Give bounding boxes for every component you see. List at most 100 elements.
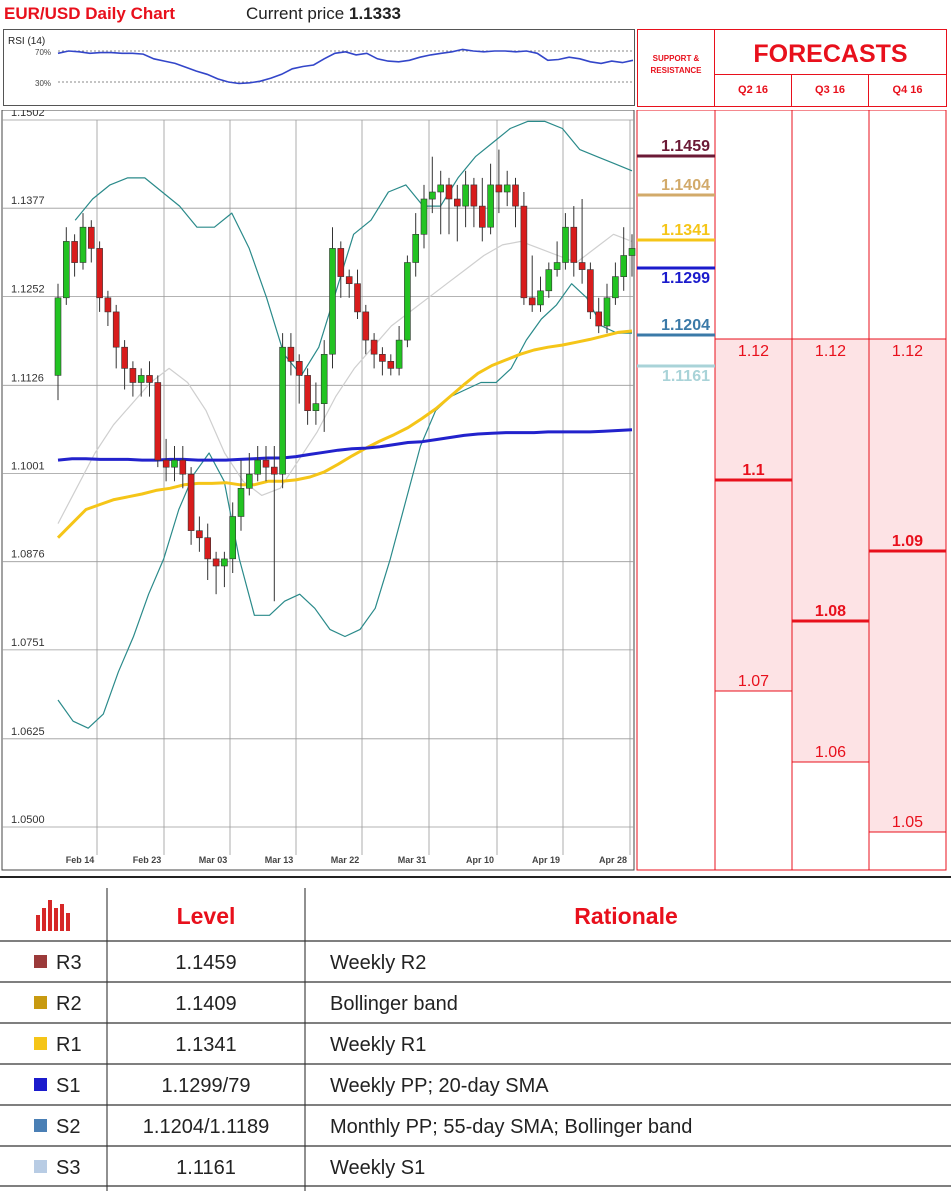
bear-candle (445, 184, 453, 200)
bull-candle (620, 255, 628, 278)
bear-candle (196, 530, 203, 539)
bear-candle (204, 537, 211, 560)
bull-candle (553, 262, 561, 270)
header-rationale: Rationale (574, 903, 678, 929)
bull-candle (237, 487, 245, 517)
sr-level-label: 1.1204 (661, 317, 710, 334)
bear-candle (104, 297, 112, 313)
rsi-panel: RSI (14) 70% 30% (3, 29, 635, 106)
bull-candle (487, 184, 494, 228)
bar-chart-icon (36, 900, 70, 931)
bear-candle (495, 184, 503, 193)
bear-candle (146, 375, 153, 383)
y-tick-label: 1.0625 (11, 726, 45, 738)
row-rationale: Weekly PP; 20-day SMA (330, 1075, 549, 1097)
row-name: S2 (56, 1116, 80, 1138)
forecast-range (715, 339, 792, 691)
x-tick-label: Apr 10 (466, 855, 494, 865)
forecast-high-label: 1.12 (738, 343, 769, 360)
bull-candle (320, 354, 328, 405)
bear-candle (512, 184, 519, 207)
forecast-low-label: 1.07 (738, 673, 769, 690)
bear-candle (478, 205, 486, 228)
bull-candle (279, 346, 286, 475)
price-chart: 1.1502 1.1377 1.1252 1.1126 1.1001 1.0876 1.07… (1, 110, 947, 871)
bull-candle (312, 403, 320, 412)
x-tick-label: Mar 03 (199, 855, 228, 865)
header-level: Level (177, 903, 236, 929)
current-price: Current price 1.1333 (246, 4, 401, 24)
bear-candle (379, 354, 386, 362)
bear-candle (287, 346, 295, 362)
forecast-median-label: 1.09 (892, 533, 923, 550)
bull-candle (54, 297, 62, 376)
bear-candle (587, 269, 594, 313)
bull-candle (221, 558, 228, 567)
bear-candle (362, 311, 370, 341)
forecast-median-label: 1.08 (815, 603, 846, 620)
bull-candle (412, 234, 420, 263)
row-color-swatch (34, 955, 47, 968)
y-tick-label: 1.0751 (11, 637, 45, 649)
bear-candle (528, 297, 536, 306)
sr-level-label: 1.1459 (661, 138, 710, 155)
y-tick-label: 1.1126 (11, 372, 44, 384)
row-color-swatch (34, 1078, 47, 1091)
bear-candle (387, 361, 395, 369)
bear-candle (71, 241, 78, 263)
x-tick-label: Feb 14 (66, 855, 95, 865)
bull-candle (229, 516, 236, 560)
bull-candle (329, 248, 336, 355)
bear-candle (187, 473, 195, 531)
bear-candle (154, 382, 162, 461)
sr-level-label: 1.1404 (661, 177, 710, 194)
sr-column (636, 110, 716, 871)
bear-candle (179, 459, 187, 475)
y-tick-label: 1.1502 (11, 110, 45, 119)
forecast-low-label: 1.06 (815, 744, 846, 761)
bear-candle (129, 368, 137, 383)
row-color-swatch (34, 996, 47, 1009)
row-level: 1.1459 (175, 952, 236, 974)
chart-title: EUR/USD Daily Chart (4, 4, 175, 23)
row-rationale: Bollinger band (330, 993, 458, 1015)
bear-candle (578, 262, 586, 270)
row-rationale: Weekly R2 (330, 952, 426, 974)
bull-candle (246, 473, 253, 489)
row-name: R3 (56, 952, 82, 974)
bull-candle (395, 339, 403, 369)
y-tick-label: 1.0876 (11, 549, 45, 561)
bull-candle (545, 269, 553, 292)
bear-candle (370, 339, 378, 355)
bear-candle (520, 205, 528, 299)
forecast-range (792, 339, 869, 762)
bear-candle (470, 184, 478, 207)
rsi-frame (3, 29, 635, 106)
bear-candle (337, 248, 345, 277)
forecast-range (869, 339, 946, 832)
rsi-title: RSI (14) (8, 36, 45, 47)
levels-table: Level Rationale R3 1.1459 Weekly R2 R2 1.140… (0, 876, 951, 1191)
row-name: S1 (56, 1075, 80, 1097)
forecasts-heading: FORECASTS (715, 30, 946, 75)
quarter-q2: Q2 16 (715, 75, 792, 106)
bull-candle (537, 290, 544, 306)
quarter-q3: Q3 16 (792, 75, 869, 106)
bull-candle (171, 459, 178, 468)
sr-header-cell: SUPPORT & RESISTANCE (638, 30, 715, 106)
quarter-q4: Q4 16 (892, 84, 923, 96)
sma20-line (57, 233, 633, 524)
sr-level-label: 1.1161 (662, 368, 710, 385)
row-level: 1.1204/1.1189 (143, 1116, 269, 1138)
rsi-line (57, 48, 634, 85)
chart-frame (1, 110, 635, 871)
forecast-median-label: 1.1 (742, 462, 764, 479)
row-name: R1 (56, 1034, 82, 1056)
row-level: 1.1299/79 (162, 1075, 251, 1097)
bull-candle (462, 184, 469, 207)
bull-candle (437, 184, 445, 193)
sr-header-label: SUPPORT & RESISTANCE (650, 54, 702, 75)
row-rationale: Monthly PP; 55-day SMA; Bollinger band (330, 1116, 692, 1138)
x-tick-label: Mar 22 (331, 855, 360, 865)
bear-candle (453, 198, 461, 207)
